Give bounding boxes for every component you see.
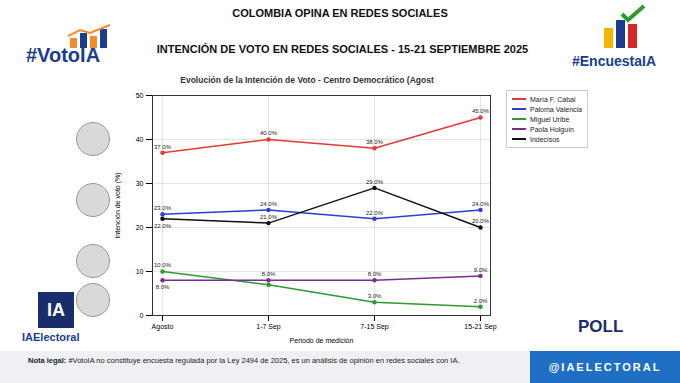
html-text:Miguel Uribe: Miguel Uribe <box>530 115 570 123</box>
html-text:Evolución de la Intención de V: Evolución de la Intención de Voto - Cent… <box>180 75 434 85</box>
svg-text:8.0%: 8.0% <box>368 271 382 277</box>
html-text:María F. Cabal: María F. Cabal <box>530 95 576 103</box>
html-text:@IAELECTORAL: @IAELECTORAL <box>548 361 662 373</box>
svg-text:Intención de voto (%): Intención de voto (%) <box>114 172 122 238</box>
svg-text:3.0%: 3.0% <box>368 293 382 299</box>
html-text:IAElectoral: IAElectoral <box>22 331 80 343</box>
svg-text:29.0%: 29.0% <box>366 179 384 185</box>
svg-text:9.0%: 9.0% <box>474 267 488 273</box>
svg-text:2.0%: 2.0% <box>474 298 488 304</box>
svg-text:7-15 Sep: 7-15 Sep <box>360 323 389 331</box>
svg-text:50: 50 <box>136 92 144 99</box>
svg-text:10: 10 <box>136 268 144 275</box>
html-text:COLOMBIA OPINA EN REDES SOCIAL: COLOMBIA OPINA EN REDES SOCIALES <box>232 7 448 19</box>
html-text:Nota legal: #VotoIA no constit: Nota legal: #VotoIA no constituye encues… <box>28 356 460 365</box>
html-text:IA: IA <box>47 300 65 320</box>
svg-text:20: 20 <box>136 224 144 231</box>
svg-text:37.0%: 37.0% <box>154 144 172 150</box>
svg-text:20.0%: 20.0% <box>472 218 490 224</box>
svg-text:40.0%: 40.0% <box>260 130 278 136</box>
svg-text:Agosto: Agosto <box>152 323 174 331</box>
html-text:#EncuestaIA: #EncuestaIA <box>572 53 656 69</box>
svg-text:23.0%: 23.0% <box>154 205 172 211</box>
html-text:Paloma Valencia: Paloma Valencia <box>530 105 582 113</box>
svg-text:22.0%: 22.0% <box>154 223 172 229</box>
svg-text:40: 40 <box>136 136 144 143</box>
svg-text:15-21 Sep: 15-21 Sep <box>464 323 496 331</box>
svg-text:45.0%: 45.0% <box>472 108 490 114</box>
svg-text:24.0%: 24.0% <box>260 201 278 207</box>
svg-text:1-7 Sep: 1-7 Sep <box>256 323 281 331</box>
html-text:POLL: POLL <box>578 317 624 336</box>
html-text:INTENCIÓN DE VOTO EN REDES SOC: INTENCIÓN DE VOTO EN REDES SOCIALES - 15… <box>156 43 529 55</box>
html-text:#VotoIA: #VotoIA <box>26 44 101 66</box>
svg-text:Periodo de medición: Periodo de medición <box>290 337 354 344</box>
svg-text:30: 30 <box>136 180 144 187</box>
svg-text:10.0%: 10.0% <box>154 262 172 268</box>
svg-text:8.0%: 8.0% <box>156 284 170 290</box>
svg-text:38.0%: 38.0% <box>366 139 384 145</box>
svg-text:22.0%: 22.0% <box>366 210 384 216</box>
html-text:Paola Holguín: Paola Holguín <box>530 125 574 133</box>
svg-text:24.0%: 24.0% <box>472 201 490 207</box>
svg-text:21.0%: 21.0% <box>260 214 278 220</box>
html-text:Indecisos: Indecisos <box>530 135 560 143</box>
svg-text:8.0%: 8.0% <box>262 271 276 277</box>
svg-text:0: 0 <box>140 312 144 319</box>
